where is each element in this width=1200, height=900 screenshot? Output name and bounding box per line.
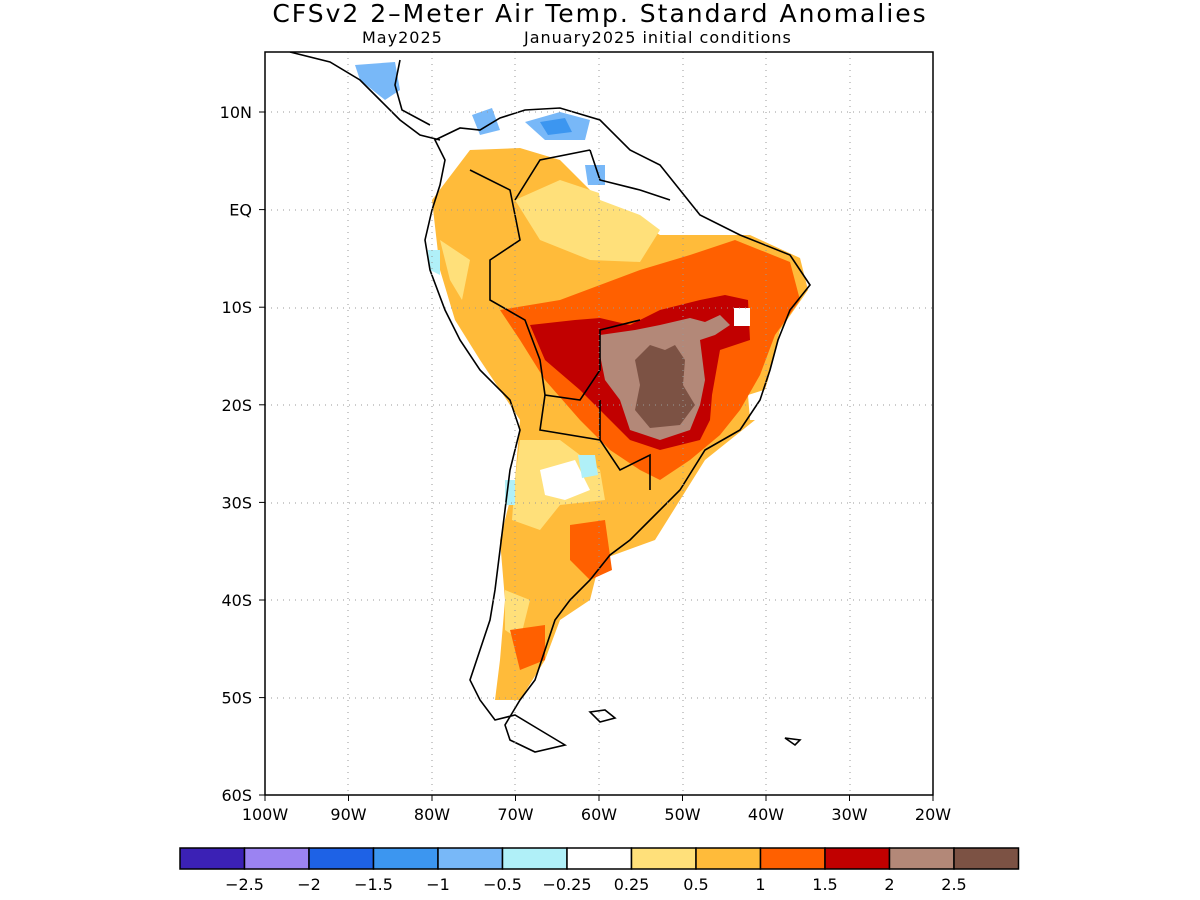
- legend-swatch: [566, 847, 633, 870]
- y-tick-label: 30S: [221, 493, 252, 512]
- x-tick-label: 50W: [664, 805, 700, 824]
- anomaly-region-cool-argentina: [578, 455, 598, 478]
- x-tick-label: 100W: [242, 805, 289, 824]
- legend-swatch: [308, 847, 375, 870]
- y-tick-label: 10N: [220, 103, 252, 122]
- anomaly-field: [355, 62, 808, 700]
- legend-swatch: [630, 847, 697, 870]
- forecast-month: May2025: [362, 28, 443, 47]
- legend-swatch: [243, 847, 310, 870]
- x-tick-label: 80W: [414, 805, 450, 824]
- initial-conditions: January2025 initial conditions: [524, 28, 792, 47]
- legend-label: −0.25: [542, 875, 591, 894]
- legend-swatch: [179, 847, 246, 870]
- central-america-coastline: [289, 52, 441, 141]
- anomaly-region-cold-venezuela-core: [540, 118, 572, 135]
- legend-label: 2: [884, 875, 894, 894]
- legend-swatch: [888, 847, 955, 870]
- coastlines: [289, 52, 811, 753]
- anomaly-region-cold-caribbean: [472, 108, 500, 135]
- axis-ticks: 100W 90W 80W 70W 60W 50W 40W 30W 20W 10N EQ 10S 20S 3…: [220, 103, 952, 824]
- anomaly-region-cool-pacific-coast: [428, 250, 440, 275]
- legend-swatch: [824, 847, 891, 870]
- legend-swatch: [759, 847, 826, 870]
- legend-label: −0.5: [483, 875, 522, 894]
- x-tick-label: 60W: [581, 805, 617, 824]
- legend-label: 1.5: [812, 875, 837, 894]
- y-tick-label: 20S: [221, 396, 252, 415]
- anomaly-region-0.25-0.5-patagonia: [505, 590, 530, 640]
- legend-label: 1: [755, 875, 765, 894]
- x-tick-label: 90W: [330, 805, 366, 824]
- country-borders: [469, 149, 671, 490]
- legend-label: −1.5: [354, 875, 393, 894]
- y-tick-label: 40S: [221, 591, 252, 610]
- legend-label: 0.25: [614, 875, 650, 894]
- x-tick-label: 70W: [497, 805, 533, 824]
- x-tick-label: 30W: [831, 805, 867, 824]
- legend-label: 2.5: [941, 875, 966, 894]
- legend-swatch: [695, 847, 762, 870]
- south-georgia: [784, 737, 802, 747]
- legend-swatch: [372, 847, 439, 870]
- y-tick-label: 10S: [221, 298, 252, 317]
- legend-label: −2.5: [225, 875, 264, 894]
- anomaly-region-neutral-guianas: [595, 165, 665, 215]
- legend-swatch: [953, 847, 1020, 870]
- anomaly-region-neutral-square: [734, 308, 750, 326]
- legend-swatch: [501, 847, 568, 870]
- legend-label: −1: [426, 875, 450, 894]
- anomaly-region-cold-central-america: [355, 62, 400, 100]
- legend-label: 0.5: [683, 875, 708, 894]
- y-tick-label: EQ: [229, 201, 252, 220]
- anomaly-region-0.25-0.5-north: [515, 180, 660, 262]
- legend-swatch: [437, 847, 504, 870]
- anomaly-region-neutral-argentina: [540, 460, 590, 500]
- legend-label: −2: [297, 875, 321, 894]
- y-tick-label: 60S: [221, 786, 252, 805]
- x-tick-label: 40W: [748, 805, 784, 824]
- anomaly-region-0.25-0.5-west: [440, 240, 470, 300]
- y-tick-label: 50S: [221, 689, 252, 708]
- falkland-islands: [588, 709, 617, 723]
- chart-title: CFSv2 2–Meter Air Temp. Standard Anomali…: [272, 0, 928, 28]
- anomaly-region-above-2.5: [635, 345, 695, 428]
- x-tick-label: 20W: [915, 805, 951, 824]
- anomaly-region-1-1.5-patagonia: [510, 625, 545, 670]
